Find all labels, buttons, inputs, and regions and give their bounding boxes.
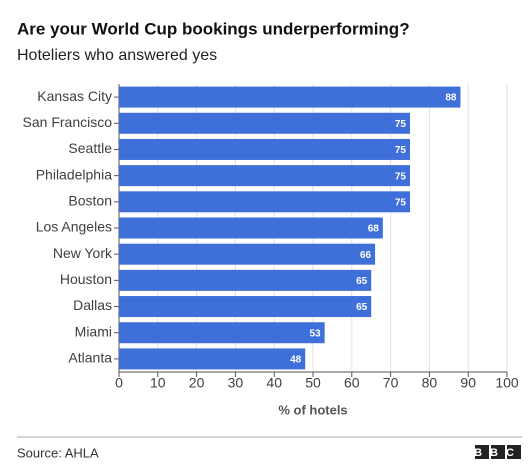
- data-label: 68: [368, 224, 380, 235]
- logo-box: [507, 445, 521, 459]
- y-tick-label: Los Angeles: [36, 219, 112, 235]
- data-label: 75: [395, 197, 407, 208]
- bar: [119, 322, 325, 344]
- data-label: 65: [356, 302, 368, 313]
- x-tick-label: 10: [150, 375, 166, 391]
- x-tick-label: 0: [115, 375, 123, 391]
- logo-box: [475, 445, 489, 459]
- x-tick-label: 90: [460, 375, 476, 391]
- x-tick-label: 20: [189, 375, 205, 391]
- data-label: 75: [395, 119, 407, 130]
- y-tick-label: New York: [53, 245, 113, 261]
- y-tick-label: Boston: [68, 193, 112, 209]
- data-label: 53: [310, 328, 322, 339]
- source: Source: AHLA: [17, 445, 99, 460]
- logo: BBC: [474, 447, 522, 459]
- y-tick-label: Dallas: [73, 297, 112, 313]
- y-tick-label: Atlanta: [68, 350, 112, 366]
- y-tick-label: San Francisco: [23, 114, 113, 130]
- data-label: 65: [356, 276, 368, 287]
- bar: [119, 269, 372, 291]
- x-tick-label: 100: [495, 375, 519, 391]
- bar: [119, 243, 376, 265]
- x-tick-label: 80: [422, 375, 438, 391]
- bar: [119, 112, 410, 134]
- x-tick-label: 50: [305, 375, 321, 391]
- data-label: 75: [395, 171, 407, 182]
- bar: [119, 86, 461, 108]
- data-label: 48: [290, 355, 302, 366]
- x-tick-label: 60: [344, 375, 360, 391]
- y-tick-label: Miami: [75, 323, 112, 339]
- x-tick-label: 70: [383, 375, 399, 391]
- x-tick-label: 40: [266, 375, 282, 391]
- bar: [119, 191, 410, 213]
- data-label: 88: [445, 93, 457, 104]
- bar: [119, 138, 410, 160]
- y-tick-label: Philadelphia: [36, 166, 112, 182]
- data-label: 66: [360, 250, 372, 261]
- y-tick-label: Seattle: [68, 140, 112, 156]
- data-label: 75: [395, 145, 407, 156]
- y-tick-label: Kansas City: [37, 88, 112, 104]
- bar: [119, 348, 306, 370]
- bar: [119, 165, 410, 187]
- logo-box: [491, 445, 505, 459]
- chart-title: Are your World Cup bookings underperform…: [17, 19, 410, 38]
- x-tick-label: 30: [228, 375, 244, 391]
- bar: [119, 296, 372, 318]
- y-tick-label: Houston: [60, 271, 112, 287]
- bar: [119, 217, 383, 239]
- chart-subtitle: Hoteliers who answered yes: [17, 47, 217, 64]
- x-axis-title: % of hotels: [278, 402, 347, 417]
